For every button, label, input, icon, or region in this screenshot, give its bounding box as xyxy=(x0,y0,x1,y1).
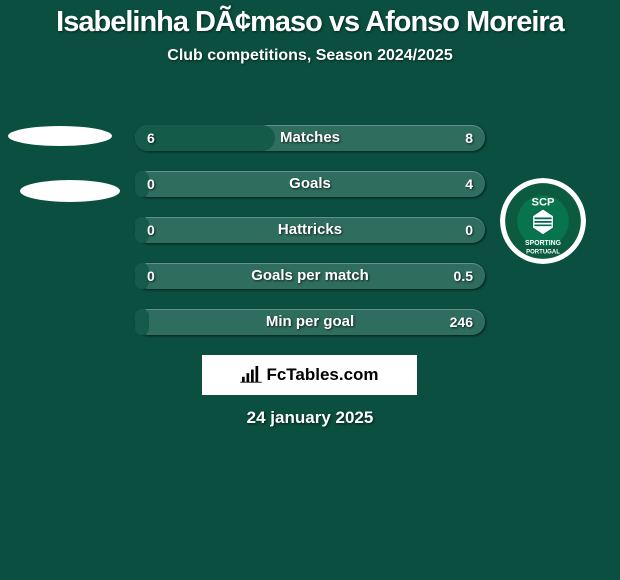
page-subtitle: Club competitions, Season 2024/2025 xyxy=(0,47,620,65)
right-club-badge: SCP SPORTING PORTUGAL xyxy=(500,178,586,264)
page-title: Isabelinha DÃ¢maso vs Afonso Moreira xyxy=(0,0,620,39)
svg-text:SPORTING: SPORTING xyxy=(525,240,561,247)
stat-label: Min per goal xyxy=(135,309,485,335)
attribution-text: FcTables.com xyxy=(266,365,378,385)
stat-row: 00Hattricks xyxy=(135,217,485,243)
stat-row: 00.5Goals per match xyxy=(135,263,485,289)
stat-row: 68Matches xyxy=(135,125,485,151)
date-text: 24 january 2025 xyxy=(0,408,620,428)
stat-rows: 68Matches 04Goals 00Hattricks 00.5Goals per… xyxy=(135,125,485,355)
stat-label: Hattricks xyxy=(135,217,485,243)
svg-text:SCP: SCP xyxy=(532,197,556,209)
left-club-badge-2 xyxy=(20,180,120,202)
stat-label: Matches xyxy=(135,125,485,151)
stat-row: 246Min per goal xyxy=(135,309,485,335)
left-club-badge-1 xyxy=(8,126,112,146)
bar-chart-icon xyxy=(240,366,262,384)
attribution-box: FcTables.com xyxy=(202,355,417,395)
sporting-badge-icon: SCP SPORTING PORTUGAL xyxy=(500,178,586,264)
stat-row: 04Goals xyxy=(135,171,485,197)
svg-text:PORTUGAL: PORTUGAL xyxy=(526,250,560,256)
stat-label: Goals xyxy=(135,171,485,197)
stat-label: Goals per match xyxy=(135,263,485,289)
